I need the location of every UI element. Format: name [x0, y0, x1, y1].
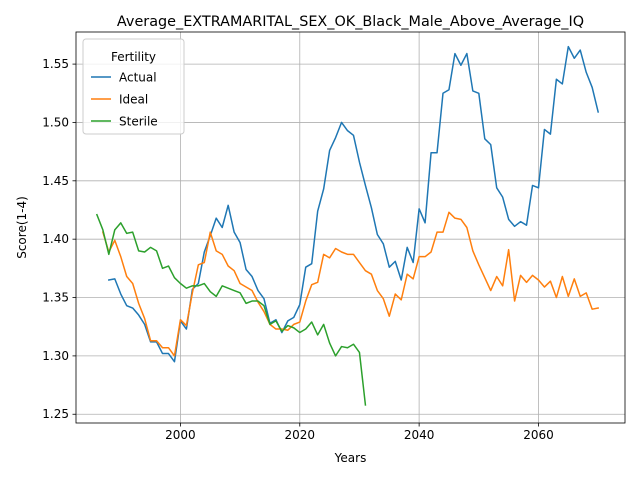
- y-axis-label: Score(1-4): [15, 196, 29, 259]
- y-tick-label: 1.25: [42, 407, 69, 421]
- series-line-sterile: [95, 213, 367, 406]
- legend-label-ideal: Ideal: [119, 93, 148, 107]
- legend-label-actual: Actual: [119, 71, 157, 85]
- x-tick-label: 2020: [285, 428, 316, 442]
- legend: Fertility Actual Ideal Sterile: [82, 38, 185, 135]
- legend-title: Fertility: [111, 50, 156, 64]
- plot-frame: [75, 31, 626, 424]
- legend-label-sterile: Sterile: [119, 115, 158, 129]
- y-tick-label: 1.35: [42, 291, 69, 305]
- chart-title: Average_EXTRAMARITAL_SEX_OK_Black_Male_A…: [117, 14, 584, 30]
- legend-box: [82, 38, 185, 135]
- x-axis-label: Years: [334, 451, 367, 465]
- series-line-ideal: [101, 211, 600, 357]
- grid: [76, 32, 625, 423]
- axis-ticks: 2000 2020 2040 2060 1.25 1.30 1.35 1.40 1.45 1.50…: [42, 57, 553, 442]
- series-lines: [95, 45, 600, 406]
- y-tick-label: 1.45: [42, 174, 69, 188]
- y-tick-label: 1.55: [42, 57, 69, 71]
- y-tick-label: 1.30: [42, 349, 69, 363]
- x-tick-label: 2000: [165, 428, 196, 442]
- y-tick-label: 1.40: [42, 232, 69, 246]
- x-tick-label: 2060: [523, 428, 554, 442]
- x-tick-label: 2040: [404, 428, 435, 442]
- y-tick-label: 1.50: [42, 115, 69, 129]
